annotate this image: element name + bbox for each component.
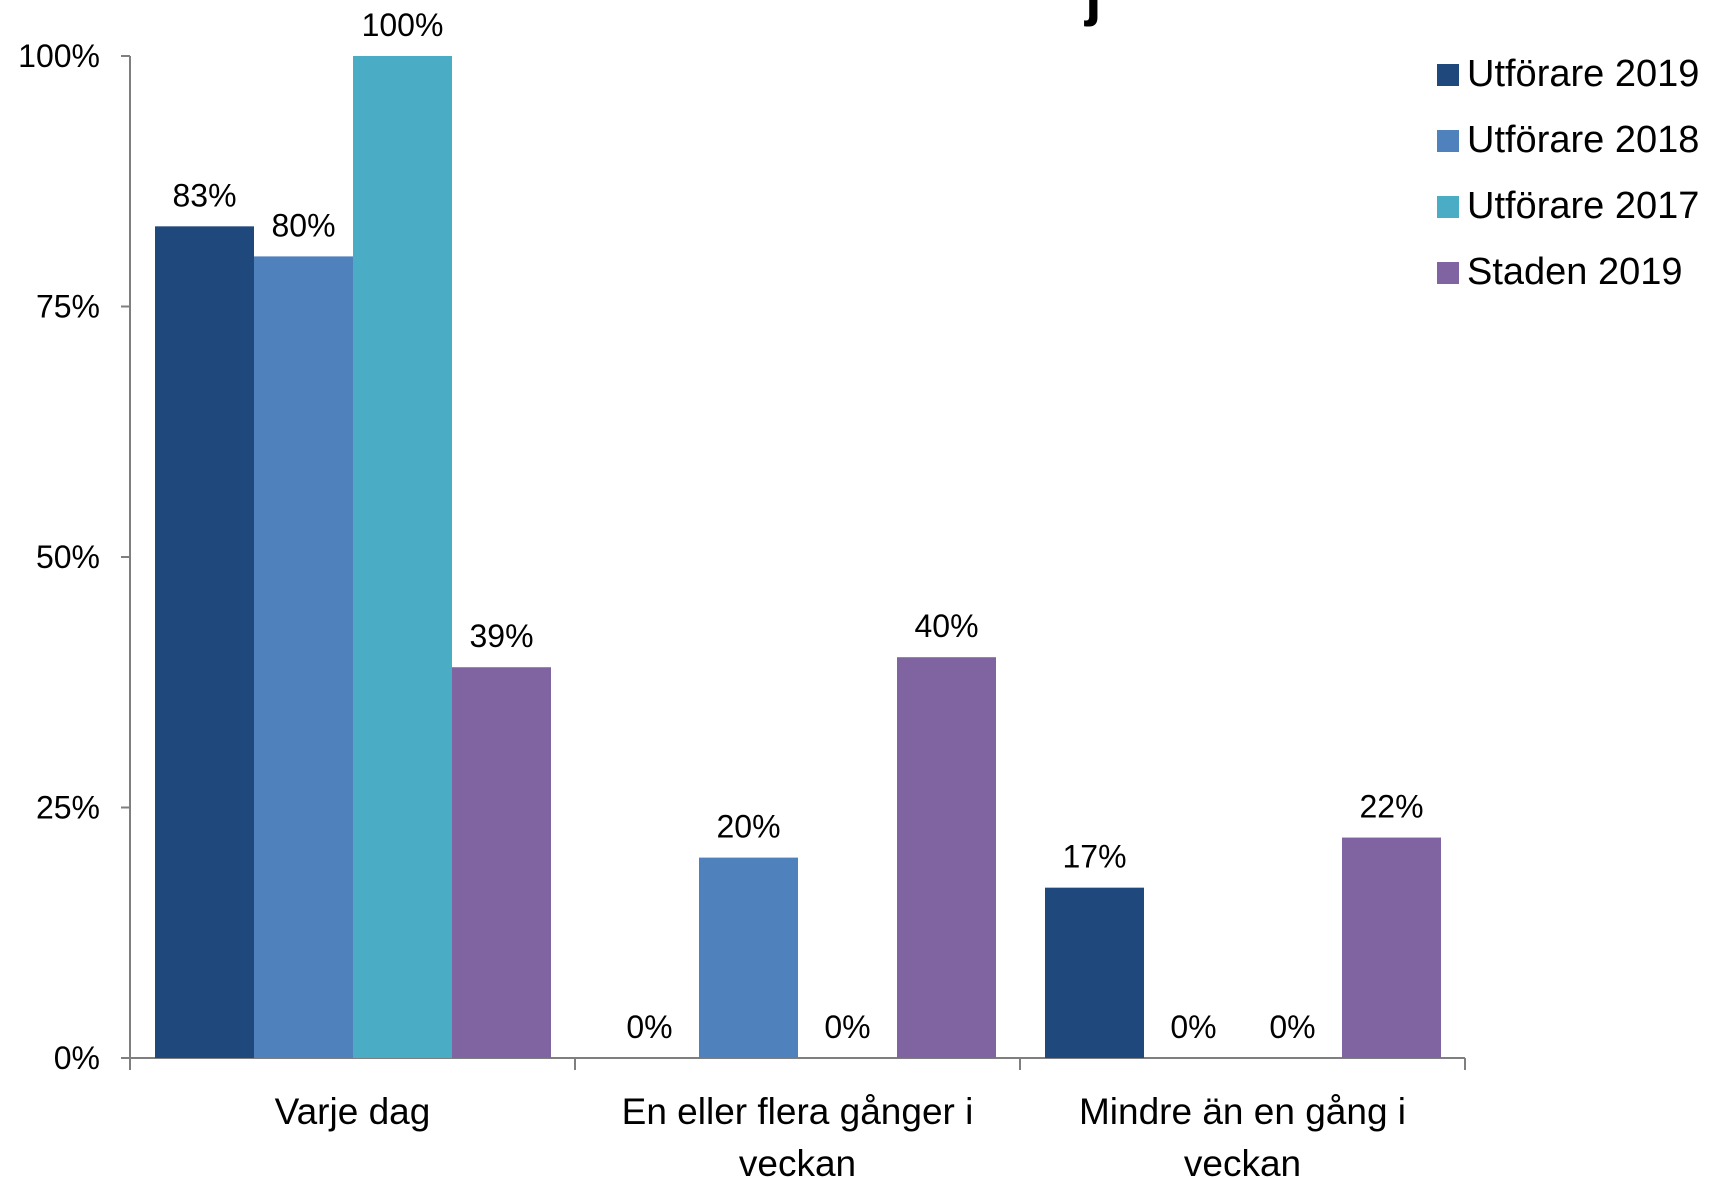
y-tick-label: 50% (36, 539, 100, 575)
data-label: 80% (271, 207, 335, 243)
category-label: veckan (1184, 1143, 1301, 1178)
legend-label: Staden 2019 (1467, 251, 1683, 293)
data-labels: 83% 80% 100% 39% 0% 20% 0% 40% 17% 0% 0% 22% (172, 7, 1423, 1045)
bar (897, 657, 996, 1058)
bar (155, 226, 254, 1059)
data-label: 0% (1269, 1009, 1315, 1045)
bars (155, 56, 1441, 1059)
bar (452, 667, 551, 1058)
data-label: 22% (1359, 789, 1423, 825)
y-tick-label: 75% (36, 289, 100, 325)
legend-label: Utförare 2019 (1467, 53, 1699, 95)
category-label: Mindre än en gång i (1079, 1091, 1406, 1132)
bar (699, 857, 798, 1058)
chart-title-fragment: j (1084, 0, 1102, 27)
bar (1342, 837, 1441, 1058)
bar (353, 56, 452, 1058)
category-labels: Varje dag En eller flera gånger i veckan Mi… (275, 1091, 1406, 1178)
data-label: 83% (172, 177, 236, 213)
y-tick-label: 100% (18, 38, 100, 74)
category-label: En eller flera gånger i (622, 1091, 974, 1132)
legend-swatch (1437, 196, 1459, 218)
category-label: veckan (739, 1143, 856, 1178)
data-label: 17% (1062, 839, 1126, 875)
y-tick-label: 25% (36, 790, 100, 826)
data-label: 39% (469, 618, 533, 654)
legend-swatch (1437, 130, 1459, 152)
data-label: 0% (626, 1009, 672, 1045)
legend: Utförare 2019 Utförare 2018 Utförare 2017 S… (1437, 53, 1699, 293)
legend-swatch (1437, 64, 1459, 86)
category-label: Varje dag (275, 1091, 431, 1132)
bar (254, 256, 353, 1058)
data-label: 40% (914, 608, 978, 644)
legend-label: Utförare 2017 (1467, 185, 1699, 227)
data-label: 20% (716, 809, 780, 845)
bar (1045, 887, 1144, 1058)
y-tick-label: 0% (54, 1040, 100, 1076)
data-label: 0% (1170, 1009, 1216, 1045)
legend-swatch (1437, 262, 1459, 284)
legend-label: Utförare 2018 (1467, 119, 1699, 161)
data-label: 0% (824, 1009, 870, 1045)
data-label: 100% (362, 7, 444, 43)
